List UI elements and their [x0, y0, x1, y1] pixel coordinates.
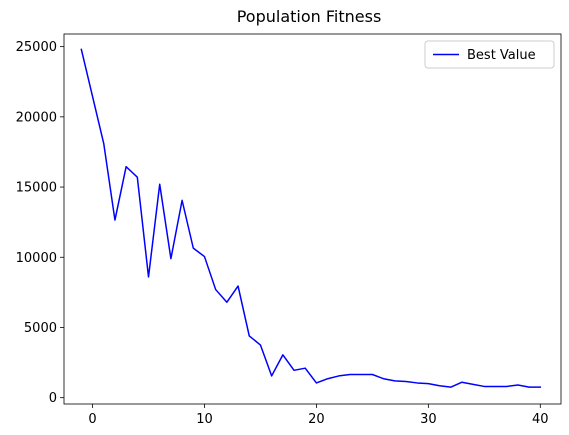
- x-tick-label: 20: [308, 412, 325, 427]
- x-tick-label: 30: [420, 412, 437, 427]
- x-axis: 0 10 20 30 40: [88, 404, 549, 427]
- x-tick-label: 0: [88, 412, 96, 427]
- y-tick-label: 0: [49, 391, 57, 406]
- series-line-best-value: [80, 48, 542, 388]
- y-tick-label: 15000: [16, 181, 57, 196]
- plot-frame: [63, 33, 562, 405]
- legend: Best Value: [424, 40, 555, 69]
- chart-title: Population Fitness: [237, 7, 382, 26]
- plot-area: [63, 33, 562, 405]
- x-tick-label: 10: [196, 412, 213, 427]
- y-tick-label: 20000: [16, 110, 57, 125]
- y-tick-label: 25000: [16, 40, 57, 55]
- y-tick-label: 5000: [24, 321, 57, 336]
- legend-label: Best Value: [467, 48, 536, 63]
- legend-box: [424, 40, 555, 69]
- series-layer: [80, 48, 542, 388]
- y-axis: 0 5000 10000 15000 20000 25000: [16, 40, 64, 406]
- x-tick-label: 40: [532, 412, 549, 427]
- y-tick-label: 10000: [16, 251, 57, 266]
